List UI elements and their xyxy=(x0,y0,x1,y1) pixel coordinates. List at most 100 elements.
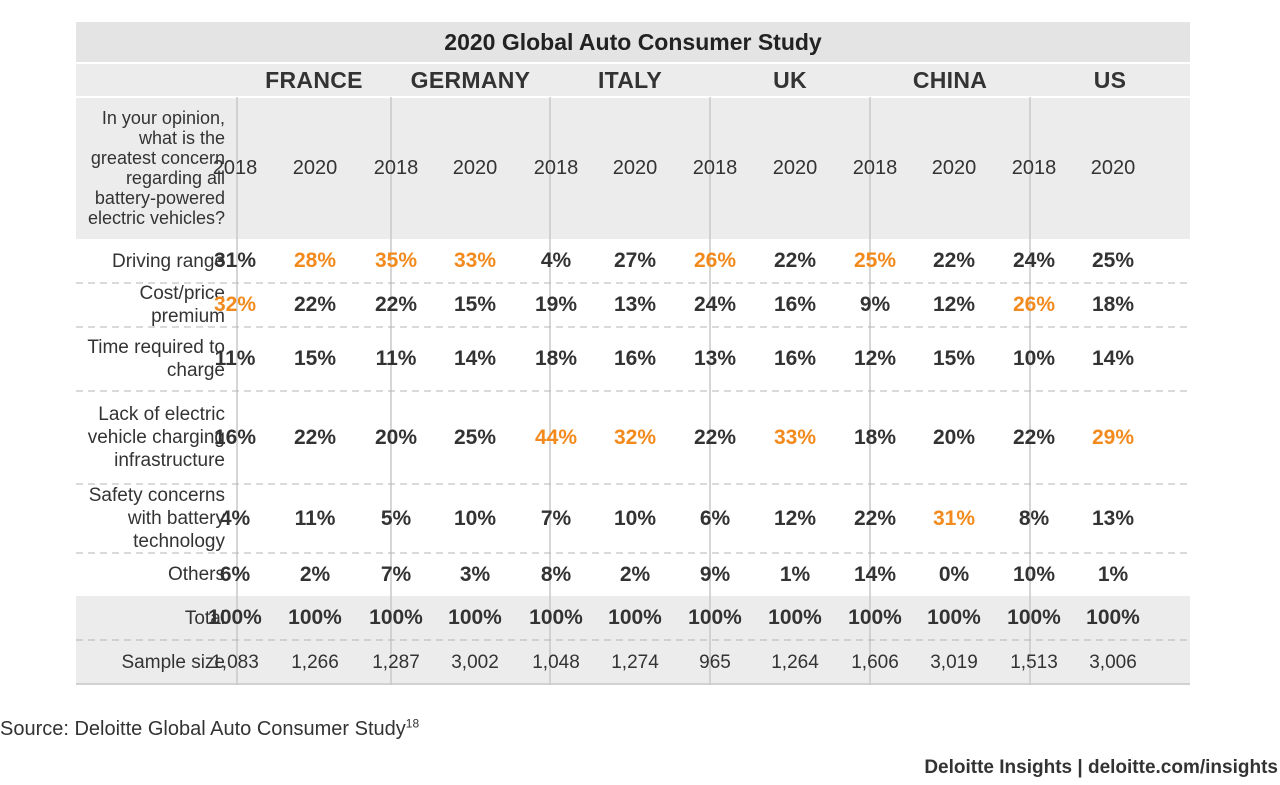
data-value: 10% xyxy=(453,506,497,530)
year-header: 2020 xyxy=(292,156,338,179)
data-value: 4% xyxy=(540,249,572,272)
data-value: 22% xyxy=(693,425,737,449)
data-value: 8% xyxy=(540,562,572,586)
data-value: 16% xyxy=(613,347,657,370)
data-value: 14% xyxy=(853,562,897,586)
data-value: 14% xyxy=(453,347,497,370)
year-header: 2018 xyxy=(212,156,258,179)
title-band xyxy=(76,22,1190,62)
data-value: 24% xyxy=(1012,249,1056,272)
data-value: 10% xyxy=(1012,347,1056,370)
row-label: Lack of electric vehicle charging infras… xyxy=(87,404,225,471)
footer-credit: Deloitte Insights | deloitte.com/insight… xyxy=(924,757,1278,778)
row-label: Cost/price premium xyxy=(139,283,225,327)
sample-size-value: 1,287 xyxy=(372,651,420,673)
data-value: 1% xyxy=(779,562,811,586)
data-value: 22% xyxy=(853,506,897,530)
data-value: 13% xyxy=(693,347,737,370)
data-value: 22% xyxy=(293,293,337,316)
sample-size-value: 965 xyxy=(699,651,731,673)
data-value: 16% xyxy=(773,347,817,370)
data-value: 9% xyxy=(859,293,891,316)
data-value: 10% xyxy=(613,506,657,530)
survey-table xyxy=(76,22,1190,685)
data-value: 25% xyxy=(1091,249,1135,272)
total-value: 100% xyxy=(369,606,423,629)
row-label: Driving range xyxy=(112,250,225,272)
year-header: 2020 xyxy=(452,156,498,179)
data-value: 25% xyxy=(453,425,497,449)
total-value: 100% xyxy=(848,606,902,629)
total-value: 100% xyxy=(288,606,342,629)
data-value: 12% xyxy=(932,293,976,316)
total-value: 100% xyxy=(448,606,502,629)
data-value: 11% xyxy=(214,347,256,370)
source-footnote: 18 xyxy=(405,716,420,731)
total-value: 100% xyxy=(1007,606,1061,629)
data-value: 16% xyxy=(773,293,817,316)
data-value: 15% xyxy=(453,293,497,316)
year-header: 2018 xyxy=(1011,156,1057,179)
data-value: 15% xyxy=(932,347,976,370)
data-value: 29% xyxy=(1091,425,1135,449)
data-value: 3% xyxy=(459,562,491,586)
sample-size-value: 3,019 xyxy=(930,651,978,673)
total-value: 100% xyxy=(208,606,262,629)
data-value: 26% xyxy=(1012,293,1056,316)
data-value: 25% xyxy=(853,249,897,272)
year-header: 2020 xyxy=(931,156,977,179)
sample-size-value: 1,266 xyxy=(291,651,339,673)
data-value: 6% xyxy=(699,506,731,530)
year-header: 2020 xyxy=(1090,156,1136,179)
source-text: Source: Deloitte Global Auto Consumer St… xyxy=(0,718,406,740)
data-value: 28% xyxy=(293,249,337,272)
country-header: US xyxy=(1093,66,1127,93)
data-value: 22% xyxy=(773,249,817,272)
data-value: 18% xyxy=(1091,293,1135,316)
data-value: 0% xyxy=(938,562,970,586)
data-value: 4% xyxy=(219,506,251,530)
sample-size-value: 3,002 xyxy=(451,651,499,673)
data-value: 11% xyxy=(375,347,417,370)
year-header: 2020 xyxy=(772,156,818,179)
sample-size-value: 1,513 xyxy=(1010,651,1058,673)
data-value: 18% xyxy=(853,425,897,449)
data-value: 32% xyxy=(613,425,657,449)
data-value: 22% xyxy=(374,293,418,316)
data-value: 7% xyxy=(380,562,412,586)
row-label: Others xyxy=(167,564,225,585)
data-value: 8% xyxy=(1018,506,1050,530)
data-value: 44% xyxy=(534,425,578,449)
data-value: 24% xyxy=(693,293,737,316)
data-value: 16% xyxy=(213,425,257,449)
data-value: 32% xyxy=(213,293,257,316)
sample-size-value: 1,048 xyxy=(532,651,580,673)
data-value: 22% xyxy=(293,425,337,449)
data-value: 13% xyxy=(613,293,657,316)
country-header: CHINA xyxy=(912,66,988,93)
year-header: 2020 xyxy=(612,156,658,179)
data-value: 20% xyxy=(932,425,976,449)
row-label: Safety concerns with battery technology xyxy=(88,485,225,552)
data-value: 22% xyxy=(1012,425,1056,449)
total-value: 100% xyxy=(927,606,981,629)
total-value: 100% xyxy=(688,606,742,629)
data-value: 15% xyxy=(293,347,337,370)
data-value: 13% xyxy=(1091,506,1135,530)
table-title: 2020 Global Auto Consumer Study xyxy=(444,29,822,55)
data-value: 22% xyxy=(932,249,976,272)
row-label: Time required to charge xyxy=(87,337,225,381)
row-dividers xyxy=(76,282,1190,641)
question-label: In your opinion, what is the greatest co… xyxy=(87,108,225,228)
data-value: 31% xyxy=(213,249,257,272)
data-value: 26% xyxy=(693,249,737,272)
sample-size-value: 1,264 xyxy=(771,651,819,673)
data-value: 31% xyxy=(932,506,976,530)
data-value: 18% xyxy=(534,347,578,370)
sample-size-value: 1,606 xyxy=(851,651,899,673)
year-header: 2018 xyxy=(373,156,419,179)
data-value: 12% xyxy=(773,506,817,530)
source-note: Source: Deloitte Global Auto Consumer St… xyxy=(0,716,420,741)
year-header: 2018 xyxy=(692,156,738,179)
data-value: 9% xyxy=(699,562,731,586)
